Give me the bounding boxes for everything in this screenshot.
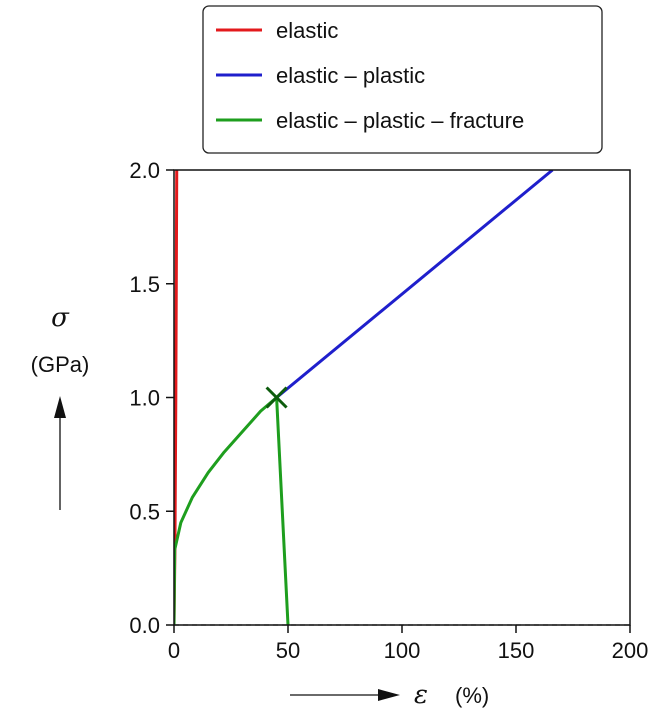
x-tick-label: 50 <box>276 638 300 663</box>
legend: elastic elastic – plastic elastic – plasti… <box>202 5 603 154</box>
x-tick-label: 0 <box>168 638 180 663</box>
legend-box <box>202 5 603 154</box>
marker-stroke-b <box>265 386 288 409</box>
legend-label-2: elastic – plastic <box>276 63 425 88</box>
series-line-3 <box>174 396 290 625</box>
x-tick-label: 200 <box>612 638 649 663</box>
legend-label-3: elastic – plastic – fracture <box>276 108 524 133</box>
x-tick-label: 150 <box>498 638 535 663</box>
x-axis-arrow-head <box>378 689 400 701</box>
plot-area <box>174 170 630 626</box>
y-tick-label: 0.5 <box>129 499 160 524</box>
y-axis-unit: (GPa) <box>31 352 90 377</box>
y-tick-label: 0.0 <box>129 613 160 638</box>
axes: 0 50 100 150 200 0.0 0.5 1.0 1.5 2.0 <box>129 158 648 663</box>
axis-labels: ε (%) σ (GPa) <box>31 303 490 710</box>
series-group <box>174 170 554 625</box>
x-axis-symbol: ε <box>414 680 428 710</box>
fracture-marker <box>265 386 288 409</box>
plot-frame <box>173 169 631 626</box>
y-axis-symbol: σ <box>51 303 70 333</box>
y-tick-label: 1.5 <box>129 272 160 297</box>
y-tick-label: 1.0 <box>129 386 160 411</box>
y-axis-arrow-head <box>54 396 66 418</box>
legend-label-1: elastic <box>276 18 338 43</box>
y-tick-label: 2.0 <box>129 158 160 183</box>
series-line-2 <box>275 170 554 399</box>
x-axis-unit: (%) <box>455 683 489 708</box>
x-tick-label: 100 <box>384 638 421 663</box>
